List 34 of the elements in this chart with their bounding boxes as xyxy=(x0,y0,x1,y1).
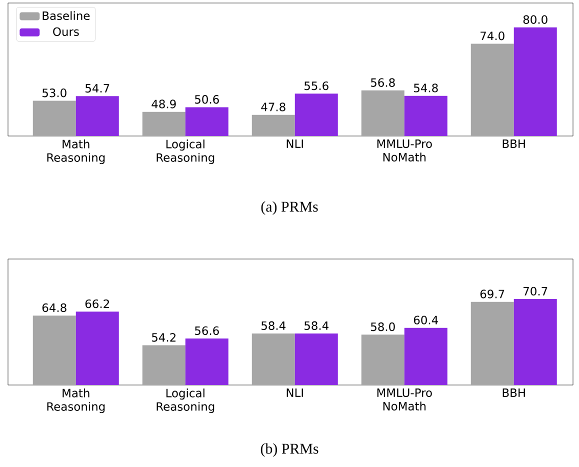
x-tick-label: Logical Reasoning xyxy=(156,140,214,164)
data-label: 53.0 xyxy=(42,88,66,98)
legend-label: Ours xyxy=(53,27,79,36)
data-label: 70.7 xyxy=(524,286,548,296)
data-label: 50.6 xyxy=(195,95,219,104)
x-tick-label: BBH xyxy=(502,388,525,397)
data-label: 47.8 xyxy=(261,102,286,112)
data-label: 54.8 xyxy=(414,84,438,92)
data-label: 56.8 xyxy=(371,78,395,87)
data-label: 56.6 xyxy=(195,326,219,335)
x-tick-label: MMLU-Pro NoMath xyxy=(377,140,432,162)
data-label: 58.4 xyxy=(262,321,286,330)
x-tick-label: Logical Reasoning xyxy=(156,388,214,414)
data-label: 69.7 xyxy=(480,290,504,298)
data-label: 80.0 xyxy=(523,15,548,24)
data-label: 64.8 xyxy=(42,303,66,312)
data-label: 48.9 xyxy=(152,100,176,108)
x-tick-label: NLI xyxy=(286,140,303,148)
data-label: 54.7 xyxy=(86,84,110,93)
data-label: 66.2 xyxy=(85,299,109,308)
x-tick-label: Math Reasoning xyxy=(47,140,105,164)
x-tick-label: Math Reasoning xyxy=(47,388,105,414)
x-tick-label: NLI xyxy=(286,388,303,397)
data-label: 60.4 xyxy=(414,316,438,324)
data-label: 74.0 xyxy=(480,32,504,40)
data-label: 58.4 xyxy=(304,321,328,330)
data-label: 55.6 xyxy=(304,81,328,90)
text: (b) PRMs xyxy=(260,443,318,457)
legend-label: Baseline xyxy=(42,11,90,20)
x-tick-label: MMLU-Pro NoMath xyxy=(377,388,432,410)
data-label: 58.0 xyxy=(371,322,395,332)
data-label: 54.2 xyxy=(152,333,176,342)
text: (a) PRMs xyxy=(261,201,318,215)
x-tick-label: BBH xyxy=(502,140,525,148)
